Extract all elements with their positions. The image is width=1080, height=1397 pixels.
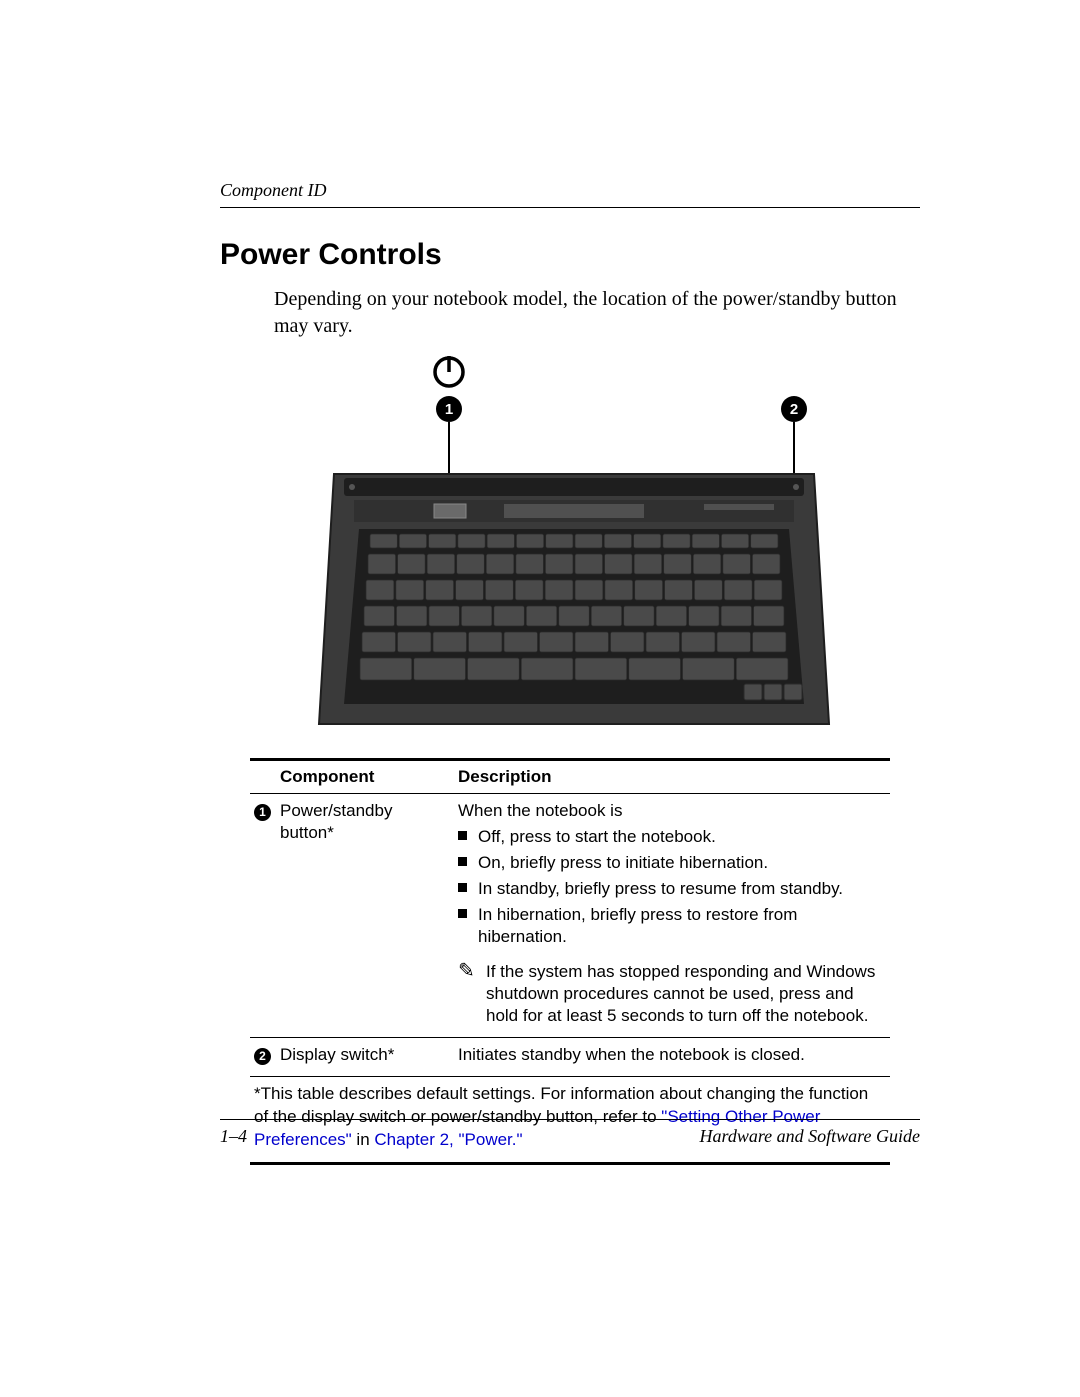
page-title: Power Controls [220, 238, 920, 272]
description-lead: When the notebook is [458, 800, 886, 822]
svg-text:1: 1 [445, 401, 453, 418]
svg-text:2: 2 [790, 401, 798, 418]
bullet-item: Off, press to start the notebook. [458, 826, 886, 848]
components-table: Component Description 1 Power/standby bu… [250, 758, 890, 1165]
col-header-component: Component [280, 767, 458, 787]
bullet-item: In standby, briefly press to resume from… [458, 878, 886, 900]
component-name: Power/standby button* [280, 800, 458, 1027]
table-bottom-rule [250, 1162, 890, 1165]
component-name: Display switch* [280, 1044, 458, 1066]
note-row: ✎ If the system has stopped responding a… [458, 961, 886, 1027]
callout-number-icon: 1 [254, 804, 271, 821]
page-footer: 1–4 Hardware and Software Guide [220, 1119, 920, 1147]
col-header-description: Description [458, 767, 886, 787]
note-text: If the system has stopped responding and… [486, 961, 886, 1027]
description-text: Initiates standby when the notebook is c… [458, 1044, 886, 1066]
laptop-figure: 12 [274, 354, 920, 734]
bullet-item: In hibernation, briefly press to restore… [458, 904, 886, 948]
guide-title: Hardware and Software Guide [700, 1126, 921, 1147]
callout-number-icon: 2 [254, 1048, 271, 1065]
footer-rule [220, 1119, 920, 1120]
table-row: 2 Display switch* Initiates standby when… [250, 1038, 890, 1076]
table-header-row: Component Description [250, 761, 890, 793]
table-row: 1 Power/standby button* When the noteboo… [250, 794, 890, 1037]
intro-paragraph: Depending on your notebook model, the lo… [274, 286, 920, 340]
header-rule [220, 207, 920, 208]
bullet-item: On, briefly press to initiate hibernatio… [458, 852, 886, 874]
description-bullets: Off, press to start the notebook. On, bri… [458, 826, 886, 948]
running-header: Component ID [220, 180, 920, 201]
note-icon: ✎ [458, 961, 486, 1027]
page-number: 1–4 [220, 1126, 247, 1147]
